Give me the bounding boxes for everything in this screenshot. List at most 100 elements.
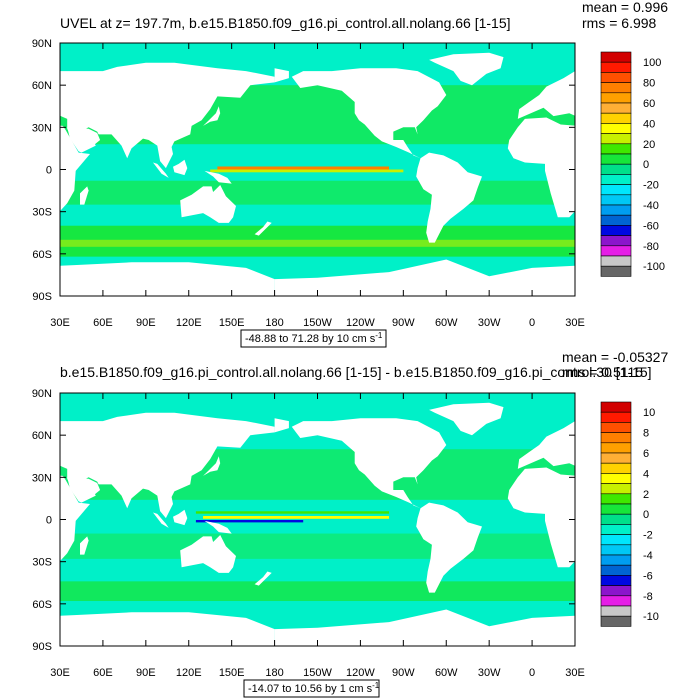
upper-colorbar-label-8: -60	[643, 220, 659, 232]
lower-lon-tick-4: 150E	[219, 667, 245, 679]
upper-colorbar-cell-17	[600, 225, 632, 236]
upper-colorbar-label-4: 20	[643, 139, 655, 151]
lower-lat-tick-3: 0	[46, 515, 52, 527]
upper-colorbar-label-5: 0	[643, 159, 649, 171]
upper-equatorial-current-0	[217, 166, 390, 170]
upper-colorbar-cell-8	[600, 133, 632, 145]
upper-colorbar-cell-14	[600, 194, 632, 206]
upper-colorbar-cell-11	[600, 163, 632, 175]
upper-lon-tick-7: 120W	[346, 317, 375, 329]
upper-colorbar-label-2: 60	[643, 98, 655, 110]
lower-lon-tick-6: 150W	[303, 667, 332, 679]
lower-lat-tick-5: 60S	[32, 599, 52, 611]
svg-text:-48.88 to 71.28 by 10 cm s-1: -48.88 to 71.28 by 10 cm s-1	[245, 331, 383, 345]
upper-land-14	[60, 262, 275, 296]
upper-lon-tick-5: 180	[265, 317, 283, 329]
upper-colorbar-cell-15	[600, 204, 632, 216]
upper-colorbar-cell-5	[600, 102, 632, 114]
upper-colorbar-label-9: -80	[643, 241, 659, 253]
lower-land-4	[291, 418, 447, 509]
upper-range-sup: -1	[375, 331, 383, 340]
upper-colorbar-cell-6	[600, 112, 632, 124]
upper-colorbar: 100 80 60 40 20 0 -20 -40 -60 -80 -100	[600, 51, 665, 277]
upper-axis-ticks: 30E 60E 90E 120E 150E 180 150W 120W 90W 60W 30W 0 30…	[32, 38, 585, 329]
upper-land-0	[507, 117, 575, 218]
lower-colorbar-label-4: 2	[643, 489, 649, 501]
upper-land-12	[80, 186, 89, 205]
upper-colorbar-label-1: 80	[643, 78, 655, 90]
lower-land-0	[60, 475, 90, 562]
lower-colorbar-cell-3	[600, 432, 632, 444]
lower-lon-tick-3: 120E	[176, 667, 202, 679]
upper-colorbar-cell-21	[600, 265, 632, 277]
lower-land-7	[695, 535, 700, 573]
lower-rms: rms = 0.5115	[562, 364, 643, 380]
lower-lon-tick-2: 90E	[136, 667, 156, 679]
svg-text:-14.07 to 10.56 by 1 cm s-1: -14.07 to 10.56 by 1 cm s-1	[248, 681, 380, 695]
lower-colorbar-cell-20	[600, 605, 632, 617]
upper-lat-tick-2: 30N	[32, 122, 52, 134]
upper-land-11	[203, 106, 221, 126]
lower-colorbar-cell-13	[600, 534, 632, 546]
upper-equatorial-current-1	[210, 169, 404, 173]
lower-colorbar-cell-1	[600, 411, 632, 423]
upper-land-7	[180, 185, 236, 223]
upper-mean: mean = 0.996	[582, 0, 668, 15]
upper-range-label: -48.88 to 71.28 by 10 cm s	[245, 333, 376, 345]
upper-colorbar-cell-20	[600, 255, 632, 267]
upper-lon-tick-3: 120E	[176, 317, 202, 329]
upper-colorbar-cell-12	[600, 174, 632, 185]
lower-lon-tick-7: 120W	[346, 667, 375, 679]
upper-land-7	[695, 185, 700, 223]
upper-title: UVEL at z= 197.7m, b.e15.B1850.f09_g16.p…	[60, 15, 511, 31]
upper-lon-tick-0: 30E	[50, 317, 70, 329]
upper-lon-tick-1: 60E	[93, 317, 113, 329]
upper-lat-tick-1: 60N	[32, 80, 52, 92]
upper-map	[60, 43, 700, 296]
upper-colorbar-cell-7	[600, 123, 632, 134]
lower-lon-tick-12: 30E	[565, 667, 585, 679]
lower-colorbar-label-0: 10	[643, 407, 655, 419]
lower-colorbar-cell-2	[600, 422, 632, 433]
lower-range-sup: -1	[372, 681, 380, 690]
upper-lat-tick-3: 0	[46, 165, 52, 177]
lower-colorbar-cell-8	[600, 483, 632, 495]
lower-colorbar-cell-12	[600, 524, 632, 535]
upper-lat-tick-0: 90N	[32, 38, 52, 50]
lower-lat-tick-2: 30N	[32, 472, 52, 484]
lower-colorbar-cell-16	[600, 564, 632, 576]
upper-land-9	[153, 162, 169, 178]
lower-colorbar-label-6: -2	[643, 530, 653, 542]
lower-title: b.e15.B1850.f09_g16.pi_control.all.nolan…	[60, 364, 652, 380]
lower-colorbar-cell-9	[600, 493, 632, 505]
lower-map-panel: b.e15.B1850.f09_g16.pi_control.all.nolan…	[32, 349, 700, 698]
lower-lon-tick-11: 0	[529, 667, 535, 679]
lower-colorbar-cell-17	[600, 575, 632, 586]
upper-lon-tick-9: 60W	[435, 317, 458, 329]
lower-land-1	[60, 412, 275, 519]
upper-land-8	[173, 159, 188, 176]
upper-land-2	[67, 127, 101, 152]
lower-colorbar-label-10: -10	[643, 611, 659, 623]
upper-land-13	[254, 221, 272, 236]
lower-lon-tick-8: 90W	[392, 667, 415, 679]
lower-land-9	[153, 512, 169, 528]
lower-colorbar-cell-11	[600, 513, 632, 525]
upper-lon-tick-6: 150W	[303, 317, 332, 329]
upper-colorbar-cell-4	[600, 92, 632, 104]
lower-land-7	[180, 535, 236, 573]
lower-colorbar-label-2: 6	[643, 448, 649, 460]
upper-map-panel: UVEL at z= 197.7m, b.e15.B1850.f09_g16.p…	[32, 0, 700, 348]
lower-land-2	[67, 477, 101, 502]
lower-colorbar-cell-6	[600, 462, 632, 474]
upper-colorbar-cell-10	[600, 153, 632, 165]
lower-colorbar-cell-18	[600, 585, 632, 597]
lower-land-8	[173, 509, 188, 526]
lower-land-11	[203, 456, 221, 476]
lower-zonal-band-0	[60, 581, 575, 602]
lower-land-10	[204, 520, 232, 534]
upper-land-14	[274, 259, 575, 296]
upper-land-0	[60, 125, 90, 212]
lower-land-8	[688, 510, 700, 525]
upper-lat-tick-4: 30S	[32, 207, 52, 219]
